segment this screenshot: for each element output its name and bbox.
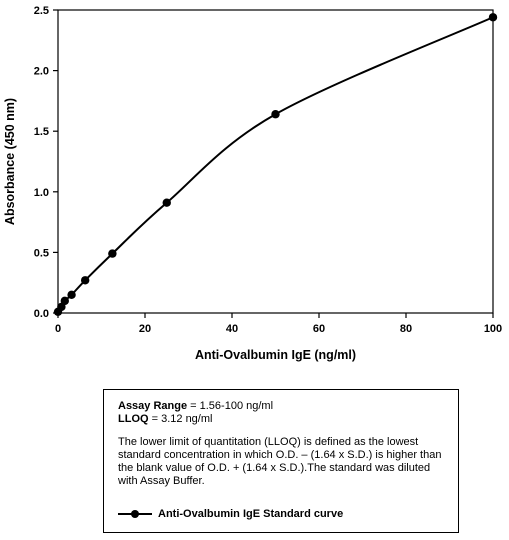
assay-info-box: Assay Range = 1.56-100 ng/ml LLOQ = 3.12… xyxy=(103,389,459,533)
data-point xyxy=(488,13,498,22)
y-axis-title: Absorbance (450 nm) xyxy=(3,98,17,225)
x-tick-label: 60 xyxy=(313,323,325,335)
assay-range-label: Assay Range xyxy=(118,400,188,412)
lloq-value: = 3.12 ng/ml xyxy=(148,413,213,425)
y-tick-label: 0.0 xyxy=(34,308,49,320)
standard-curve-chart: 0 20 40 60 80 100 0.0 0.5 1.0 1.5 2.0 2.5 Anti-Ova… xyxy=(3,5,502,362)
data-point xyxy=(80,276,90,285)
x-axis: 0 20 40 60 80 100 xyxy=(55,313,502,335)
data-point xyxy=(67,290,76,300)
plot-frame xyxy=(57,9,494,314)
y-tick-label: 1.5 xyxy=(34,126,49,138)
y-tick-label: 2.0 xyxy=(34,66,49,78)
data-point xyxy=(60,296,69,306)
series-line xyxy=(57,16,494,313)
data-point xyxy=(271,110,280,119)
lloq-line: LLOQ = 3.12 ng/ml xyxy=(118,413,444,426)
lloq-definition-note: The lower limit of quantitation (LLOQ) i… xyxy=(118,436,442,487)
y-tick-label: 2.5 xyxy=(34,5,49,17)
legend: Anti-Ovalbumin IgE Standard curve xyxy=(118,507,343,521)
legend-label: Anti-Ovalbumin IgE Standard curve xyxy=(158,507,344,520)
x-tick-label: 80 xyxy=(400,323,412,335)
legend-line-marker-icon xyxy=(118,510,152,518)
y-tick-label: 0.5 xyxy=(34,247,49,259)
x-tick-label: 40 xyxy=(226,323,238,335)
x-tick-label: 20 xyxy=(139,323,151,335)
data-point xyxy=(108,249,117,258)
x-tick-label: 100 xyxy=(484,323,502,335)
x-axis-title: Anti-Ovalbumin IgE (ng/ml) xyxy=(195,348,356,362)
data-point xyxy=(162,198,171,207)
series-points xyxy=(53,13,498,316)
y-tick-label: 1.0 xyxy=(34,187,49,199)
assay-range-line: Assay Range = 1.56-100 ng/ml xyxy=(118,400,444,413)
assay-range-value: = 1.56-100 ng/ml xyxy=(187,400,274,412)
lloq-label: LLOQ xyxy=(118,413,149,425)
y-axis: 0.0 0.5 1.0 1.5 2.0 2.5 xyxy=(34,5,58,320)
x-tick-label: 0 xyxy=(55,323,61,335)
